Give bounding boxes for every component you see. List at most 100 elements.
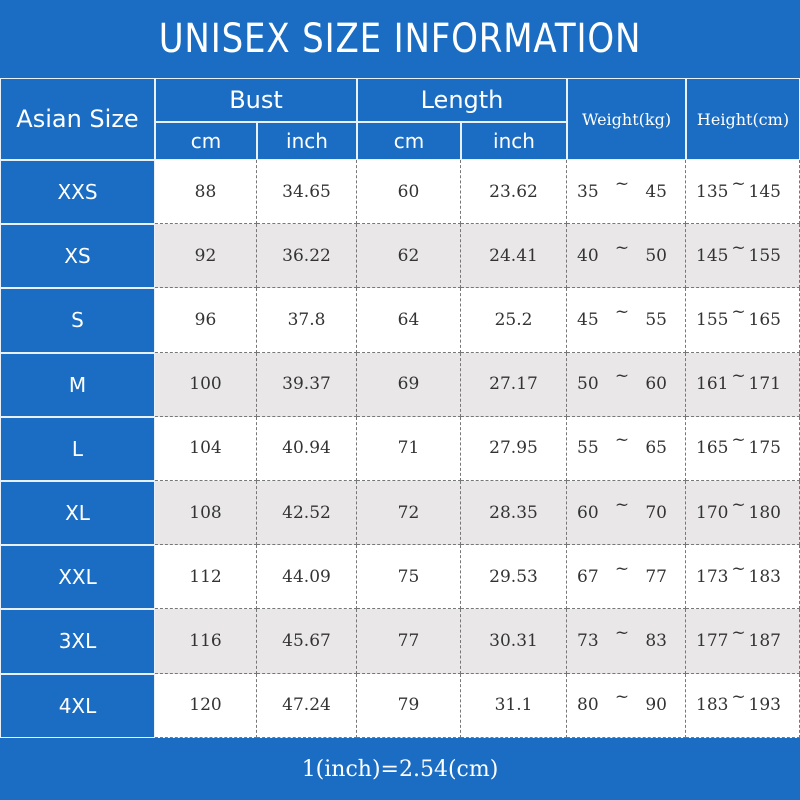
cell: 72 bbox=[357, 481, 461, 546]
range-max: 50 bbox=[645, 245, 667, 266]
footer-note: 1(inch)=2.54(cm) bbox=[301, 756, 499, 782]
size-label: XS bbox=[0, 224, 155, 289]
unit-header: cm bbox=[357, 122, 461, 160]
cell: 40.94 bbox=[257, 416, 357, 481]
range-separator: ~ bbox=[614, 687, 630, 708]
range-min: 183 bbox=[696, 695, 729, 716]
cell: 120 bbox=[155, 673, 257, 738]
title: UNISEX SIZE INFORMATION bbox=[158, 16, 642, 62]
cell: 30.31 bbox=[461, 609, 567, 674]
size-label: L bbox=[0, 416, 155, 481]
range-min: 161 bbox=[696, 374, 729, 395]
cell: 79 bbox=[357, 673, 461, 738]
cell: 36.22 bbox=[257, 224, 357, 289]
range-max: 83 bbox=[645, 630, 667, 651]
range-cell: 177 ~187 bbox=[686, 609, 800, 674]
range-max: 145 bbox=[748, 181, 781, 202]
unit-header: inch bbox=[461, 122, 567, 160]
range-min: 135 bbox=[696, 181, 729, 202]
range-max: 55 bbox=[645, 309, 667, 330]
cell: 47.24 bbox=[257, 673, 357, 738]
cell: 96 bbox=[155, 288, 257, 353]
range-max: 45 bbox=[645, 181, 667, 202]
range-cell: 155 ~165 bbox=[686, 288, 800, 353]
range-min: 80 bbox=[577, 695, 599, 716]
range-max: 193 bbox=[748, 695, 781, 716]
range-max: 65 bbox=[645, 438, 667, 459]
cell: 25.2 bbox=[461, 288, 567, 353]
cell: 108 bbox=[155, 481, 257, 546]
cell: 29.53 bbox=[461, 545, 567, 610]
range-separator: ~ bbox=[614, 366, 630, 387]
range-min: 50 bbox=[577, 374, 599, 395]
cell: 112 bbox=[155, 545, 257, 610]
range-separator: ~ bbox=[614, 237, 630, 258]
range-separator: ~ bbox=[614, 494, 630, 515]
range-min: 173 bbox=[696, 566, 729, 587]
range-separator: ~ bbox=[614, 558, 630, 579]
range-separator: ~ bbox=[731, 237, 746, 258]
range-min: 55 bbox=[577, 438, 599, 459]
range-cell: 183 ~193 bbox=[686, 673, 800, 738]
range-max: 90 bbox=[645, 695, 667, 716]
range-separator: ~ bbox=[614, 173, 630, 194]
range-cell: 80 ~90 bbox=[567, 673, 686, 738]
range-max: 187 bbox=[748, 630, 781, 651]
cell: 45.67 bbox=[257, 609, 357, 674]
cell: 104 bbox=[155, 416, 257, 481]
cell: 27.95 bbox=[461, 416, 567, 481]
cell: 71 bbox=[357, 416, 461, 481]
range-max: 77 bbox=[645, 566, 667, 587]
range-separator: ~ bbox=[731, 173, 746, 194]
range-max: 183 bbox=[748, 566, 781, 587]
range-cell: 135 ~145 bbox=[686, 160, 800, 225]
cell: 62 bbox=[357, 224, 461, 289]
range-max: 165 bbox=[748, 309, 781, 330]
range-min: 177 bbox=[696, 630, 729, 651]
range-min: 145 bbox=[696, 245, 729, 266]
cell: 69 bbox=[357, 352, 461, 417]
cell: 92 bbox=[155, 224, 257, 289]
range-separator: ~ bbox=[614, 301, 630, 322]
cell: 23.62 bbox=[461, 160, 567, 225]
size-label: S bbox=[0, 288, 155, 353]
size-header: Asian Size bbox=[0, 78, 155, 160]
range-max: 70 bbox=[645, 502, 667, 523]
range-max: 155 bbox=[748, 245, 781, 266]
range-min: 60 bbox=[577, 502, 599, 523]
cell: 24.41 bbox=[461, 224, 567, 289]
range-min: 35 bbox=[577, 181, 599, 202]
cell: 116 bbox=[155, 609, 257, 674]
unit-header: cm bbox=[155, 122, 257, 160]
size-label: XXL bbox=[0, 545, 155, 610]
cell: 34.65 bbox=[257, 160, 357, 225]
group-header: Height(cm) bbox=[686, 78, 800, 160]
range-cell: 60 ~70 bbox=[567, 481, 686, 546]
range-max: 60 bbox=[645, 374, 667, 395]
range-cell: 73 ~83 bbox=[567, 609, 686, 674]
range-min: 170 bbox=[696, 502, 729, 523]
range-cell: 170 ~180 bbox=[686, 481, 800, 546]
range-cell: 55 ~65 bbox=[567, 416, 686, 481]
size-label: XL bbox=[0, 481, 155, 546]
cell: 88 bbox=[155, 160, 257, 225]
group-header: Bust bbox=[155, 78, 357, 122]
range-cell: 173 ~183 bbox=[686, 545, 800, 610]
range-max: 171 bbox=[748, 374, 781, 395]
range-cell: 161 ~171 bbox=[686, 352, 800, 417]
range-max: 175 bbox=[748, 438, 781, 459]
size-label: 3XL bbox=[0, 609, 155, 674]
range-separator: ~ bbox=[731, 558, 746, 579]
range-separator: ~ bbox=[731, 301, 746, 322]
range-min: 45 bbox=[577, 309, 599, 330]
range-cell: 40 ~50 bbox=[567, 224, 686, 289]
range-separator: ~ bbox=[731, 622, 746, 643]
cell: 39.37 bbox=[257, 352, 357, 417]
range-separator: ~ bbox=[614, 622, 630, 643]
range-cell: 50 ~60 bbox=[567, 352, 686, 417]
range-min: 40 bbox=[577, 245, 599, 266]
group-header: Length bbox=[357, 78, 567, 122]
cell: 31.1 bbox=[461, 673, 567, 738]
size-label: 4XL bbox=[0, 673, 155, 738]
size-label: M bbox=[0, 352, 155, 417]
